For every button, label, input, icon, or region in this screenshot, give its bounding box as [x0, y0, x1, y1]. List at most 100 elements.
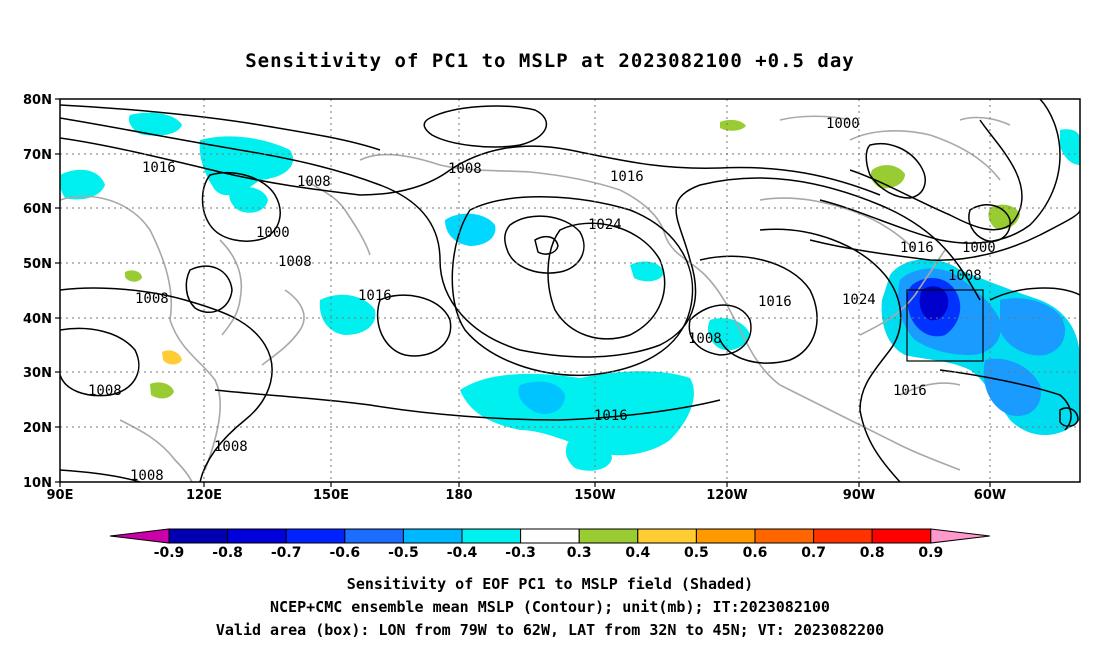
lat-tick-label: 20N: [23, 421, 52, 436]
lon-tick-label: 150E: [313, 488, 349, 503]
colorbar-label: 0.3: [567, 545, 592, 561]
colorbar-swatch: [285, 528, 346, 544]
colorbar-label: 0.4: [625, 545, 650, 561]
colorbar-label: 0.8: [860, 545, 885, 561]
colorbar-swatch: [168, 528, 229, 544]
lat-axis: 80N 70N 60N 50N 40N 30N 20N 10N: [23, 93, 52, 491]
colorbar-label: -0.7: [271, 545, 302, 561]
contour-line: [185, 265, 233, 313]
footer-contour-caption: NCEP+CMC ensemble mean MSLP (Contour); u…: [270, 598, 830, 616]
contour-line: [60, 327, 140, 397]
shade-region: [919, 286, 949, 321]
shade-region: [60, 169, 105, 200]
shade-region: [983, 358, 1041, 416]
contour-label: 1024: [842, 292, 876, 308]
contour-line: [939, 369, 1072, 431]
colorbar-label: -0.6: [329, 545, 360, 561]
lon-tick-label: 150W: [574, 488, 615, 503]
shade-region: [720, 119, 746, 131]
colorbar-swatch: [578, 528, 639, 544]
colorbar-label: -0.4: [447, 545, 478, 561]
axis-ticks: [55, 98, 991, 487]
map-title: Sensitivity of PC1 to MSLP at 2023082100…: [245, 50, 855, 72]
lat-tick-label: 10N: [23, 476, 52, 491]
lon-tick-label: 120E: [186, 488, 222, 503]
shade-region: [870, 165, 905, 189]
contour-label: 1008: [130, 468, 164, 484]
colorbar-swatch: [461, 528, 522, 544]
contour-line: [423, 105, 547, 148]
contour-label: 1016: [594, 408, 628, 424]
contour-label: 1024: [588, 217, 622, 233]
shade-region: [128, 112, 182, 136]
mslp-contours: [60, 99, 1080, 482]
lon-tick-label: 60W: [974, 488, 1006, 503]
contour-label: 1008: [214, 439, 248, 455]
contour-line: [504, 215, 585, 274]
contour-line: [819, 99, 1061, 244]
lat-tick-label: 70N: [23, 148, 52, 163]
shade-region: [630, 261, 664, 282]
colorbar-swatch: [813, 528, 873, 544]
lon-tick-label: 90W: [843, 488, 875, 503]
contour-line: [989, 287, 1080, 301]
contour-line: [809, 209, 1080, 261]
lon-tick-label: 90E: [47, 488, 74, 503]
colorbar-swatch: [754, 528, 815, 544]
contour-line: [214, 389, 721, 421]
colorbar-swatch: [344, 528, 404, 544]
contour-line: [451, 196, 694, 377]
shade-region: [1060, 129, 1080, 165]
colorbar-swatch: [695, 528, 756, 544]
contour-label: 1008: [448, 161, 482, 177]
shade-region: [319, 294, 376, 335]
contour-label: 1016: [142, 160, 176, 176]
contour-line: [1059, 407, 1079, 427]
contour-line: [968, 204, 1011, 242]
colorbar-swatch: [637, 528, 697, 544]
contour-line: [60, 137, 881, 196]
contour-label: 1008: [297, 174, 331, 190]
colorbar-label: 0.7: [801, 545, 826, 561]
contour-line: [60, 469, 141, 482]
shade-region: [162, 350, 182, 365]
shade-region: [445, 213, 496, 246]
colorbar-label: 0.5: [684, 545, 709, 561]
coastlines: [60, 115, 1011, 482]
lon-tick-label: 120W: [706, 488, 747, 503]
contour-line: [759, 228, 902, 482]
contour-line: [849, 119, 1023, 231]
colorbar-swatch: [402, 528, 463, 544]
shaded-regions: [60, 112, 1080, 471]
colorbar-label: 0.9: [918, 545, 943, 561]
contour-label: 1000: [826, 116, 860, 132]
contour-line: [699, 255, 818, 364]
colorbar-label: -0.8: [212, 545, 243, 561]
shade-region: [707, 318, 750, 351]
colorbar-label: 0.6: [743, 545, 768, 561]
footer-shading-caption: Sensitivity of EOF PC1 to MSLP field (Sh…: [346, 575, 754, 593]
contour-line: [60, 117, 981, 358]
colorbar-swatch: [227, 528, 287, 544]
colorbar-max-arrow: [930, 528, 990, 544]
contour-labels: 1016 1008 1000 1008 1008 1008 1008 1008 …: [88, 116, 996, 484]
colorbar: -0.9 -0.8 -0.7 -0.6 -0.5 -0.4 -0.3 0.3 0.4 0.5 0.6…: [109, 528, 990, 561]
lat-tick-label: 30N: [23, 366, 52, 381]
contour-label: 1000: [256, 225, 290, 241]
valid-area-box: [906, 289, 984, 362]
shade-region: [1000, 298, 1065, 356]
shade-region: [518, 381, 565, 415]
footer-valid-area-caption: Valid area (box): LON from 79W to 62W, L…: [215, 621, 885, 639]
contour-label: 1000: [962, 240, 996, 256]
colorbar-swatch: [871, 528, 932, 544]
lat-tick-label: 40N: [23, 312, 52, 327]
lat-tick-label: 80N: [23, 93, 52, 108]
lat-tick-label: 50N: [23, 257, 52, 272]
contour-label: 1008: [688, 331, 722, 347]
graticule: [60, 99, 1080, 482]
contour-line: [865, 143, 926, 199]
shade-region: [125, 270, 142, 282]
contour-line: [376, 294, 452, 357]
colorbar-label: -0.9: [154, 545, 185, 561]
contour-line: [201, 171, 281, 242]
